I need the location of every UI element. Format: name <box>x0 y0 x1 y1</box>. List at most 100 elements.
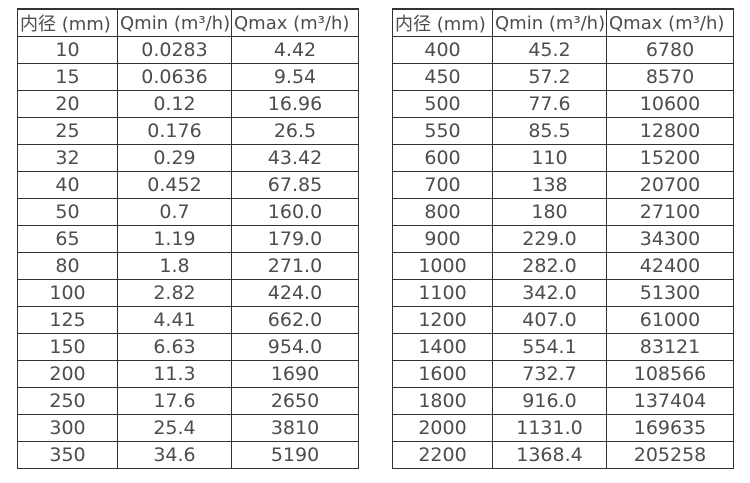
table-cell: 300 <box>17 414 118 442</box>
column-header: 内径 (mm) <box>392 8 493 37</box>
table-row: 2200 1368.4 205258 <box>392 441 734 469</box>
table-cell: 271.0 <box>231 252 359 280</box>
table-cell: 550 <box>392 117 493 145</box>
table-row: 1100 342.0 51300 <box>392 279 734 307</box>
table-cell: 732.7 <box>492 360 607 388</box>
table-row: 10 0.0283 4.42 <box>17 36 359 64</box>
table-cell: 25.4 <box>117 414 232 442</box>
table-cell: 9.54 <box>231 63 359 91</box>
table-row: 100 2.82 424.0 <box>17 279 359 307</box>
table-cell: 662.0 <box>231 306 359 334</box>
table-row: 300 25.4 3810 <box>17 414 359 442</box>
table-cell: 916.0 <box>492 387 607 415</box>
table-cell: 15200 <box>606 144 734 172</box>
table-row: 1400 554.1 83121 <box>392 333 734 361</box>
table-cell: 150 <box>17 333 118 361</box>
table-cell: 100 <box>17 279 118 307</box>
table-cell: 0.7 <box>117 198 232 226</box>
table-cell: 0.176 <box>117 117 232 145</box>
table-cell: 1800 <box>392 387 493 415</box>
table-cell: 2.82 <box>117 279 232 307</box>
table-row: 80 1.8 271.0 <box>17 252 359 280</box>
table-cell: 26.5 <box>231 117 359 145</box>
table-cell: 4.41 <box>117 306 232 334</box>
table-cell: 1100 <box>392 279 493 307</box>
table-cell: 205258 <box>606 441 734 469</box>
table-cell: 80 <box>17 252 118 280</box>
table-cell: 34.6 <box>117 441 232 469</box>
table-cell: 400 <box>392 36 493 64</box>
table-cell: 67.85 <box>231 171 359 199</box>
table-row: 125 4.41 662.0 <box>17 306 359 334</box>
table-row: 350 34.6 5190 <box>17 441 359 469</box>
table-cell: 1000 <box>392 252 493 280</box>
table-row: 15 0.0636 9.54 <box>17 63 359 91</box>
table-cell: 0.12 <box>117 90 232 118</box>
table-cell: 250 <box>17 387 118 415</box>
table-cell: 125 <box>17 306 118 334</box>
table-row: 250 17.6 2650 <box>17 387 359 415</box>
table-cell: 138 <box>492 171 607 199</box>
table-cell: 1690 <box>231 360 359 388</box>
table-cell: 17.6 <box>117 387 232 415</box>
column-header: Qmin (m³/h) <box>117 8 232 37</box>
table-cell: 10 <box>17 36 118 64</box>
table-cell: 8570 <box>606 63 734 91</box>
table-row: 1200 407.0 61000 <box>392 306 734 334</box>
header-row: 内径 (mm) Qmin (m³/h) Qmax (m³/h) <box>392 8 734 37</box>
table-cell: 554.1 <box>492 333 607 361</box>
table-cell: 2000 <box>392 414 493 442</box>
table-cell: 2200 <box>392 441 493 469</box>
table-cell: 85.5 <box>492 117 607 145</box>
table-cell: 229.0 <box>492 225 607 253</box>
table-cell: 4.42 <box>231 36 359 64</box>
table-cell: 108566 <box>606 360 734 388</box>
table-cell: 10600 <box>606 90 734 118</box>
table-cell: 800 <box>392 198 493 226</box>
table-cell: 27100 <box>606 198 734 226</box>
table-cell: 0.452 <box>117 171 232 199</box>
table-row: 800 180 27100 <box>392 198 734 226</box>
table-cell: 6780 <box>606 36 734 64</box>
table-cell: 12800 <box>606 117 734 145</box>
spec-table-large-diameters: 内径 (mm) Qmin (m³/h) Qmax (m³/h) 400 45.2 678… <box>392 8 734 469</box>
column-header: 内径 (mm) <box>17 8 118 37</box>
table-cell: 180 <box>492 198 607 226</box>
table-cell: 450 <box>392 63 493 91</box>
table-cell: 1400 <box>392 333 493 361</box>
column-header: Qmax (m³/h) <box>231 8 359 37</box>
table-cell: 1200 <box>392 306 493 334</box>
table-row: 550 85.5 12800 <box>392 117 734 145</box>
table-cell: 1.8 <box>117 252 232 280</box>
table-row: 400 45.2 6780 <box>392 36 734 64</box>
column-header: Qmin (m³/h) <box>492 8 607 37</box>
table-cell: 45.2 <box>492 36 607 64</box>
spec-tables-container: 内径 (mm) Qmin (m³/h) Qmax (m³/h) 10 0.0283 4.… <box>17 8 734 469</box>
table-cell: 954.0 <box>231 333 359 361</box>
table-cell: 200 <box>17 360 118 388</box>
table-cell: 83121 <box>606 333 734 361</box>
table-cell: 700 <box>392 171 493 199</box>
table-cell: 61000 <box>606 306 734 334</box>
table-cell: 1368.4 <box>492 441 607 469</box>
table-cell: 77.6 <box>492 90 607 118</box>
table-cell: 110 <box>492 144 607 172</box>
table-row: 1600 732.7 108566 <box>392 360 734 388</box>
table-cell: 25 <box>17 117 118 145</box>
table-cell: 34300 <box>606 225 734 253</box>
table-cell: 900 <box>392 225 493 253</box>
table-cell: 15 <box>17 63 118 91</box>
table-row: 25 0.176 26.5 <box>17 117 359 145</box>
table-cell: 1131.0 <box>492 414 607 442</box>
column-header: Qmax (m³/h) <box>606 8 734 37</box>
table-row: 40 0.452 67.85 <box>17 171 359 199</box>
table-row: 32 0.29 43.42 <box>17 144 359 172</box>
table-cell: 0.29 <box>117 144 232 172</box>
table-row: 20 0.12 16.96 <box>17 90 359 118</box>
table-cell: 407.0 <box>492 306 607 334</box>
table-cell: 50 <box>17 198 118 226</box>
table-cell: 5190 <box>231 441 359 469</box>
table-cell: 20 <box>17 90 118 118</box>
table-cell: 57.2 <box>492 63 607 91</box>
table-cell: 42400 <box>606 252 734 280</box>
